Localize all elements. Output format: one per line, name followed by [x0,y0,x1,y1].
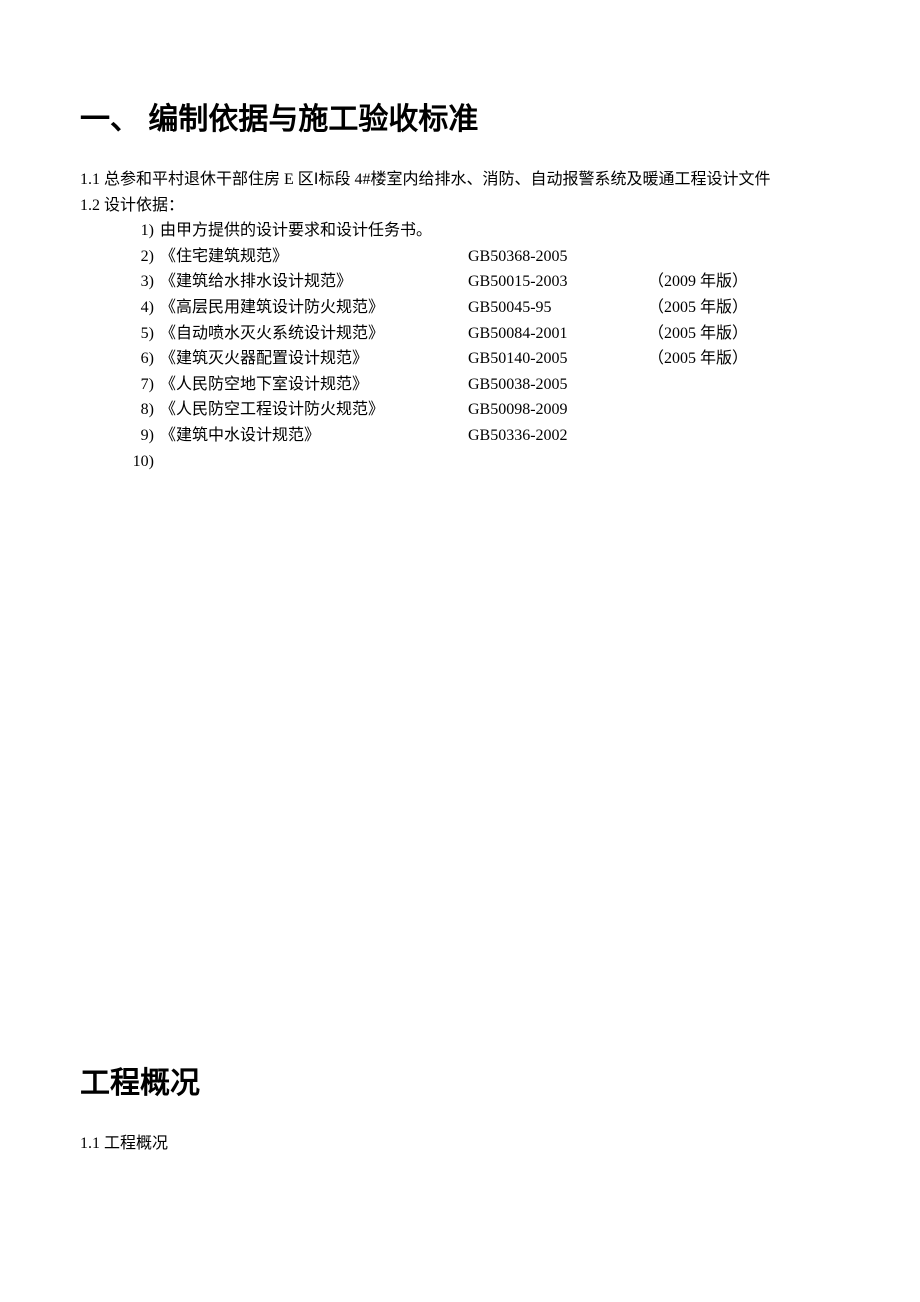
list-item-version: （2009 年版） [648,269,748,295]
list-item: 9) 《建筑中水设计规范》 GB50336-2002 [80,423,840,449]
list-item-number: 3) [116,269,160,295]
list-item-title: 《人民防空工程设计防火规范》 [160,397,468,423]
list-item-title: 由甲方提供的设计要求和设计任务书。 [160,218,468,244]
list-item-number: 5) [116,321,160,347]
section2-heading: 工程概况 [80,1064,840,1103]
list-item-number: 7) [116,372,160,398]
list-item-code: GB50098-2009 [468,397,648,423]
list-item: 6) 《建筑灭火器配置设计规范》 GB50140-2005 （2005 年版） [80,346,840,372]
list-item-title: 《高层民用建筑设计防火规范》 [160,295,468,321]
list-item: 1) 由甲方提供的设计要求和设计任务书。 [80,218,840,244]
list-item: 5) 《自动喷水灭火系统设计规范》 GB50084-2001 （2005 年版） [80,321,840,347]
list-item-number: 2) [116,244,160,270]
list-item-title: 《人民防空地下室设计规范》 [160,372,468,398]
section1-paragraph-1: 1.1 总参和平村退休干部住房 E 区Ⅰ标段 4#楼室内给排水、消防、自动报警系… [80,167,840,193]
list-item-title: 《建筑中水设计规范》 [160,423,468,449]
list-item: 10) [80,449,840,475]
list-item: 2) 《住宅建筑规范》 GB50368-2005 [80,244,840,270]
section2-subheading: 1.1 工程概况 [80,1131,840,1157]
list-item: 7) 《人民防空地下室设计规范》 GB50038-2005 [80,372,840,398]
list-item: 3) 《建筑给水排水设计规范》 GB50015-2003 （2009 年版） [80,269,840,295]
list-item: 4) 《高层民用建筑设计防火规范》 GB50045-95 （2005 年版） [80,295,840,321]
list-item-number: 9) [116,423,160,449]
list-item-title: 《自动喷水灭火系统设计规范》 [160,321,468,347]
list-item-code: GB50368-2005 [468,244,648,270]
section1-heading: 一、 编制依据与施工验收标准 [80,100,840,139]
list-item: 8) 《人民防空工程设计防火规范》 GB50098-2009 [80,397,840,423]
list-item-version: （2005 年版） [648,321,748,347]
list-item-code [468,218,648,244]
list-item-number: 6) [116,346,160,372]
list-item-title: 《住宅建筑规范》 [160,244,468,270]
list-item-code: GB50045-95 [468,295,648,321]
list-item-number: 10) [116,449,160,475]
list-item-number: 4) [116,295,160,321]
section1-paragraph-2: 1.2 设计依据： [80,193,840,219]
list-item-title: 《建筑给水排水设计规范》 [160,269,468,295]
design-basis-list: 1) 由甲方提供的设计要求和设计任务书。 2) 《住宅建筑规范》 GB50368… [80,218,840,474]
list-item-title: 《建筑灭火器配置设计规范》 [160,346,468,372]
list-item-code: GB50140-2005 [468,346,648,372]
list-item-version: （2005 年版） [648,295,748,321]
list-item-code: GB50336-2002 [468,423,648,449]
list-item-code [468,449,648,475]
list-item-code: GB50084-2001 [468,321,648,347]
list-item-version: （2005 年版） [648,346,748,372]
list-item-title [160,449,468,475]
section2: 工程概况 1.1 工程概况 [80,1064,840,1157]
list-item-code: GB50038-2005 [468,372,648,398]
list-item-code: GB50015-2003 [468,269,648,295]
list-item-number: 1) [116,218,160,244]
list-item-number: 8) [116,397,160,423]
